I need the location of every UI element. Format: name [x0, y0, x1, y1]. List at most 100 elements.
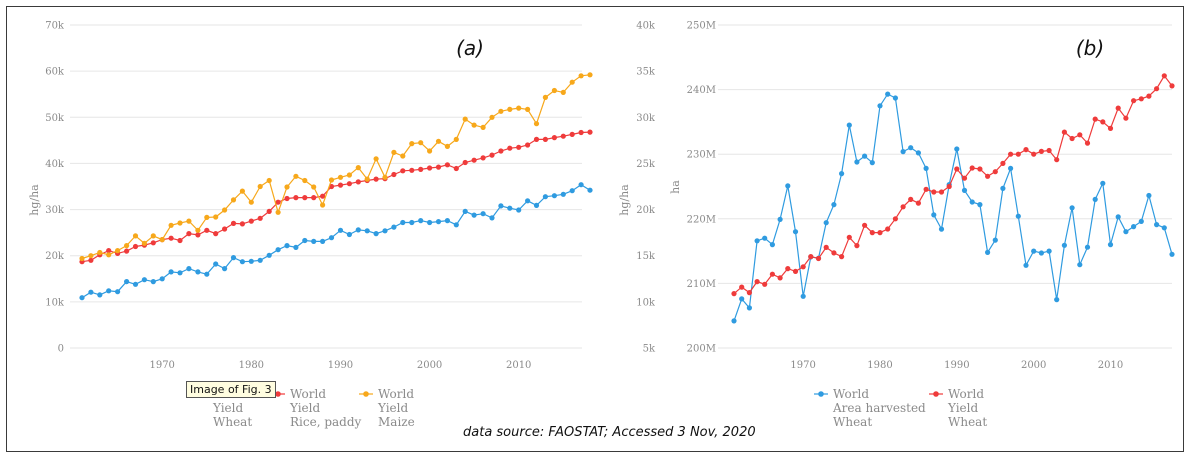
data-point-b-0	[854, 159, 860, 165]
data-point-b-1	[1077, 132, 1083, 138]
data-point-b-1	[1138, 96, 1144, 102]
data-point-a-0	[230, 255, 237, 261]
data-point-b-0	[1008, 165, 1014, 171]
data-point-a-2	[195, 227, 201, 233]
data-point-b-0	[1015, 213, 1021, 219]
data-point-a-2	[418, 140, 424, 146]
series-line-b-0	[733, 93, 1173, 322]
data-point-a-0	[480, 211, 486, 217]
legend-text-a: World	[290, 387, 326, 401]
data-point-b-0	[823, 220, 829, 226]
data-point-b-0	[785, 183, 791, 189]
data-point-a-1	[578, 129, 584, 136]
x-tick-label-a: 2000	[417, 360, 442, 371]
data-point-b-0	[977, 202, 983, 208]
figure-frame	[6, 6, 1184, 452]
data-point-b-0	[885, 91, 891, 97]
y-right-tick-label-b: 200M	[687, 344, 716, 355]
data-point-b-1	[985, 173, 991, 179]
data-point-b-1	[739, 284, 745, 290]
data-point-a-2	[159, 237, 165, 243]
panel-label-a: (a)	[456, 36, 484, 60]
data-point-a-2	[525, 106, 531, 112]
legend-text-a: World	[378, 387, 414, 401]
data-point-a-1	[480, 155, 486, 161]
data-point-a-0	[382, 228, 388, 234]
data-point-b-1	[946, 183, 952, 190]
data-point-b-1	[1123, 115, 1129, 121]
data-point-b-0	[1000, 185, 1006, 191]
data-point-b-0	[938, 226, 945, 232]
x-tick-label-a: 1990	[328, 360, 353, 371]
data-point-b-0	[1084, 244, 1091, 250]
data-point-a-2	[533, 121, 540, 127]
data-point-a-2	[177, 220, 183, 226]
data-point-a-0	[115, 289, 121, 295]
y-right-tick-label-b: 220M	[687, 214, 716, 225]
data-point-a-0	[79, 295, 85, 301]
data-point-a-1	[320, 193, 326, 199]
data-point-a-1	[204, 227, 210, 233]
data-point-a-1	[427, 165, 433, 171]
legend-text-b: Yield	[947, 401, 978, 415]
data-point-b-1	[1023, 147, 1029, 153]
data-point-a-2	[141, 240, 147, 246]
data-point-a-2	[115, 248, 121, 254]
data-point-a-2	[124, 243, 130, 249]
data-point-a-2	[150, 233, 156, 239]
data-point-b-1	[746, 290, 753, 296]
data-point-b-0	[846, 122, 852, 128]
data-point-a-2	[462, 116, 468, 122]
data-point-a-1	[177, 237, 183, 244]
y-axis-label-a: hg/ha	[28, 184, 41, 216]
x-tick-label-a: 1970	[149, 360, 174, 371]
data-point-a-1	[230, 220, 237, 226]
data-point-b-0	[1146, 192, 1152, 199]
data-point-a-2	[284, 184, 290, 190]
data-point-a-1	[418, 166, 424, 172]
data-point-a-0	[400, 219, 406, 226]
data-point-a-1	[498, 148, 504, 154]
data-point-b-0	[1046, 248, 1052, 254]
data-point-b-0	[800, 293, 806, 299]
data-point-a-0	[373, 231, 379, 237]
data-point-a-2	[489, 114, 495, 120]
data-point-b-0	[792, 229, 799, 235]
data-point-b-1	[1000, 160, 1006, 166]
data-point-a-1	[462, 159, 468, 166]
data-point-b-1	[1038, 148, 1044, 154]
data-point-a-2	[257, 183, 263, 190]
data-point-a-0	[248, 258, 254, 264]
data-point-b-0	[769, 242, 776, 248]
data-point-a-1	[266, 208, 272, 214]
data-point-a-0	[257, 257, 263, 263]
data-point-b-1	[900, 204, 906, 210]
data-point-a-1	[587, 129, 593, 135]
data-point-b-1	[1107, 125, 1114, 131]
data-point-a-2	[132, 233, 139, 239]
legend-marker-b-1	[933, 391, 939, 397]
data-point-b-0	[746, 305, 753, 311]
data-point-b-0	[1169, 251, 1175, 257]
data-point-a-0	[346, 231, 352, 238]
data-point-a-0	[444, 218, 450, 224]
data-point-b-0	[1038, 250, 1044, 256]
data-point-a-0	[293, 244, 299, 250]
data-point-a-2	[275, 209, 281, 215]
data-point-a-1	[168, 235, 174, 241]
data-point-a-0	[462, 208, 468, 214]
legend-text-b: World	[833, 387, 869, 401]
data-point-a-1	[195, 232, 201, 238]
data-point-a-0	[516, 207, 522, 213]
data-point-a-1	[391, 171, 397, 178]
data-point-a-0	[177, 270, 183, 276]
legend-text-a: Yield	[289, 401, 320, 415]
legend-text-a: Rice, paddy	[290, 415, 362, 429]
data-point-b-1	[961, 175, 968, 181]
data-point-b-0	[915, 150, 922, 156]
data-point-a-1	[337, 182, 344, 188]
data-point-a-0	[427, 219, 433, 226]
data-point-a-2	[213, 214, 219, 220]
data-point-a-2	[409, 141, 415, 147]
data-point-a-0	[311, 238, 317, 244]
